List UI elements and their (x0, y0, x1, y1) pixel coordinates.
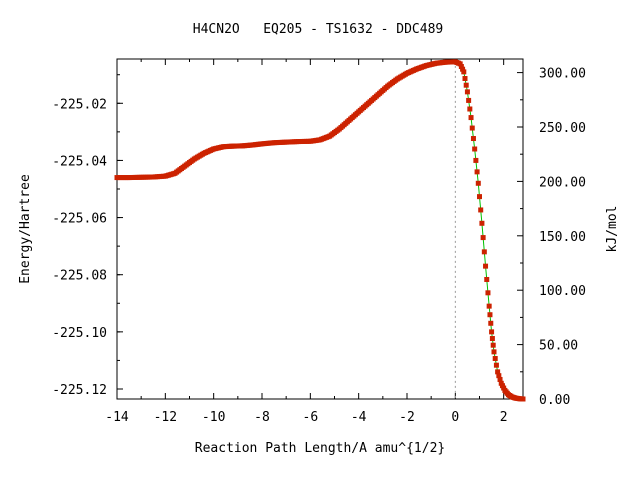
y2-tick-label: 50.00 (539, 339, 578, 354)
data-point (489, 329, 495, 335)
y2-tick-label: 200.00 (539, 175, 586, 190)
x-tick-label: 0 (451, 410, 459, 425)
x-tick-label: -4 (351, 410, 367, 425)
data-point (486, 303, 492, 309)
data-point (495, 369, 501, 375)
data-point (467, 106, 473, 112)
data-point (489, 336, 495, 342)
data-point (490, 342, 496, 348)
y-tick-label: -225.06 (52, 212, 107, 227)
x-tick-label: -6 (303, 410, 319, 425)
data-point (479, 220, 485, 226)
x-tick-label: -10 (202, 410, 225, 425)
data-point (480, 235, 486, 241)
energy-series-line (117, 61, 524, 400)
x-tick-label: -2 (399, 410, 415, 425)
y-tick-label: -225.02 (52, 97, 107, 112)
data-point (493, 362, 499, 368)
data-point (491, 349, 497, 355)
data-point (469, 125, 475, 131)
energy-series-points (114, 59, 526, 402)
data-point (466, 97, 472, 103)
data-point (520, 396, 526, 402)
x-tick-label: -14 (105, 410, 129, 425)
secondary-y-axis-label: kJ/mol (605, 206, 620, 253)
data-point (464, 89, 470, 95)
y-tick-label: -225.08 (52, 269, 107, 284)
data-point (483, 263, 489, 269)
data-point (472, 146, 478, 152)
data-point (475, 180, 481, 186)
data-point (488, 320, 494, 326)
y-tick-label: -225.04 (52, 154, 107, 169)
axis-ticks (116, 59, 523, 400)
data-point (473, 157, 479, 163)
data-point (468, 115, 474, 121)
y2-tick-label: 150.00 (539, 230, 586, 245)
data-point (470, 136, 476, 142)
x-tick-label: 2 (500, 410, 508, 425)
data-point (496, 373, 502, 379)
data-point (460, 66, 466, 72)
data-point (462, 76, 468, 82)
axis-tick-labels: -14 -12 -10 -8 -6 -4 -2 0 2 -225.12 -225.10 -225.08… (52, 67, 586, 425)
data-point (463, 82, 469, 88)
data-point (461, 69, 467, 75)
data-point (478, 207, 484, 213)
x-tick-label: -8 (254, 410, 270, 425)
data-point (484, 276, 490, 282)
plot-area-frame (116, 58, 524, 400)
data-point (481, 249, 487, 255)
data-point (457, 61, 463, 67)
x-axis-label: Reaction Path Length/A amu^{1/2} (195, 441, 445, 456)
y2-tick-label: 0.00 (539, 393, 570, 408)
y-axis-label: Energy/Hartree (18, 174, 33, 284)
x-tick-label: -12 (154, 410, 177, 425)
y2-tick-label: 250.00 (539, 121, 586, 136)
data-point (477, 194, 482, 200)
y2-tick-label: 300.00 (539, 67, 586, 82)
y-tick-label: -225.12 (52, 383, 107, 398)
data-point (458, 64, 464, 70)
data-point (492, 356, 498, 362)
data-point (487, 312, 493, 318)
data-point (474, 169, 480, 175)
y2-tick-label: 100.00 (539, 284, 586, 299)
data-point (485, 290, 491, 296)
chart-title: H4CN2O EQ205 - TS1632 - DDC489 (193, 22, 443, 37)
data-point (497, 376, 503, 382)
y-tick-label: -225.10 (52, 326, 107, 341)
